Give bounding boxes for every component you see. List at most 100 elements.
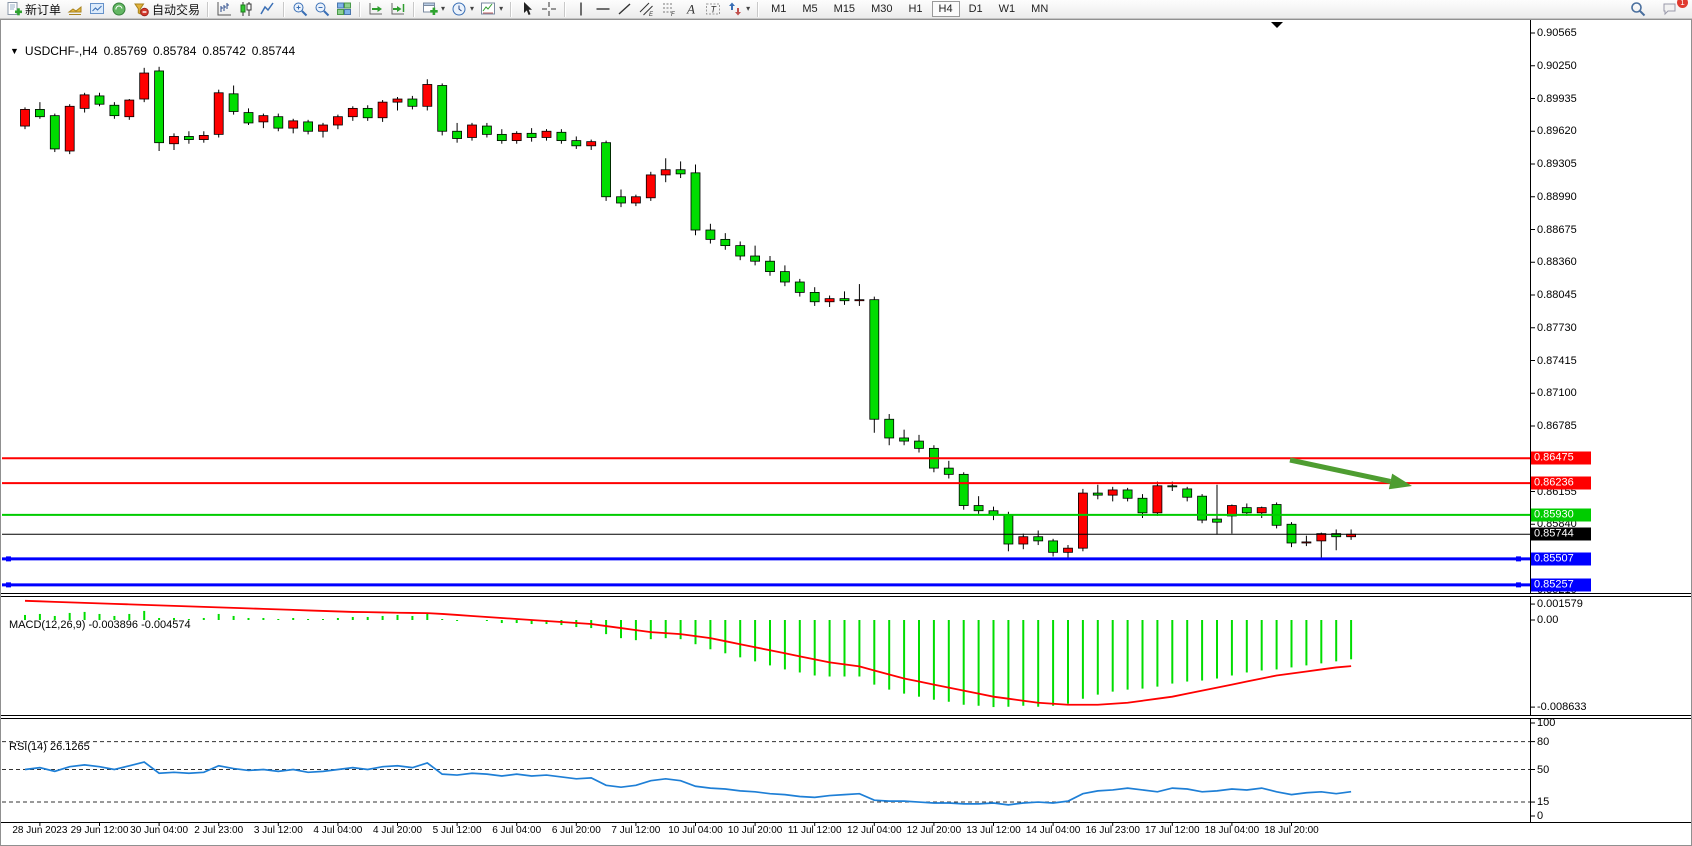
macd-rsi-splitter[interactable]: [1, 716, 1691, 719]
rsi-axis-label: 80: [1537, 735, 1550, 748]
equidistant-channel-icon: E: [639, 1, 655, 17]
chevron-down-icon: ▾: [441, 4, 446, 13]
main-macd-separator-top: [1, 593, 1691, 594]
timeframe-M5[interactable]: M5: [802, 3, 818, 15]
text-button[interactable]: A: [680, 1, 702, 18]
candlestick-chart-button[interactable]: [235, 1, 257, 18]
quote-close: 0.85744: [251, 44, 296, 58]
tile-windows-icon: [336, 1, 352, 17]
macd-indicator-label: MACD(12,26,9) -0.003896 -0.004574: [9, 619, 191, 631]
crosshair-button[interactable]: [538, 1, 560, 18]
time-axis-label: 28 Jun 2023: [12, 825, 68, 836]
main-macd-splitter[interactable]: [1, 594, 1691, 597]
market-watch-button[interactable]: [86, 1, 108, 18]
navigator-button[interactable]: [108, 1, 130, 18]
chart-shift-button[interactable]: [387, 1, 409, 18]
zoom-out-button[interactable]: [311, 1, 333, 18]
zoom-in-button[interactable]: [289, 1, 311, 18]
horizontal-line-button[interactable]: [592, 1, 614, 18]
tile-windows-button[interactable]: [333, 1, 355, 18]
auto-scroll-button[interactable]: [365, 1, 387, 18]
price-tick-label: 0.90565: [1537, 27, 1577, 39]
price-tick-label: 0.88990: [1537, 190, 1577, 203]
timeframe-H4[interactable]: H4: [931, 1, 960, 17]
fibonacci-button[interactable]: F: [658, 1, 680, 18]
vertical-line-icon: [573, 1, 589, 17]
market-watch-icon: [89, 1, 105, 17]
price-badge: 0.85257: [1531, 578, 1591, 592]
price-tick-label: 0.87730: [1537, 321, 1577, 334]
toolbar-separator: [413, 1, 416, 17]
equidistant-channel-button[interactable]: E: [636, 1, 658, 18]
toolbar-separator: [510, 1, 513, 17]
search-button[interactable]: [1627, 1, 1649, 18]
timeframe-D1[interactable]: D1: [968, 3, 983, 15]
svg-text:E: E: [649, 12, 654, 17]
main-macd-separator-bottom: [1, 596, 1691, 597]
new-order-button[interactable]: 新订单: [3, 1, 64, 18]
toolbar-separator: [283, 1, 286, 17]
price-tick-label: 0.89935: [1537, 92, 1577, 105]
rsi-axis-label: 15: [1537, 796, 1550, 809]
timeframe-W1[interactable]: W1: [998, 3, 1016, 15]
time-axis-label: 6 Jul 04:00: [492, 825, 542, 836]
one-click-trading-toggle[interactable]: ▼: [10, 46, 19, 56]
time-axis-label: 14 Jul 04:00: [1025, 825, 1081, 836]
time-axis-label: 17 Jul 12:00: [1145, 825, 1200, 836]
toolbar-separator: [564, 1, 567, 17]
timeframe-MN[interactable]: MN: [1031, 3, 1049, 15]
price-badge: 0.85507: [1531, 552, 1591, 566]
time-axis-label: 13 Jul 12:00: [966, 825, 1021, 836]
timeframe-M1[interactable]: M1: [771, 3, 787, 15]
fibonacci-icon: F: [661, 1, 677, 17]
chart-window[interactable]: ▼ USDCHF-,H4 0.85769 0.85784 0.85742 0.8…: [0, 19, 1692, 846]
new-chart-icon: [422, 1, 438, 17]
time-axis-label: 12 Jul 04:00: [847, 825, 902, 836]
time-axis-label: 6 Jul 20:00: [551, 825, 601, 836]
price-badge: 0.86475: [1531, 451, 1591, 465]
auto-scroll-icon: [368, 1, 384, 17]
chart-title: ▼ USDCHF-,H4 0.85769 0.85784 0.85742 0.8…: [10, 44, 295, 58]
line-chart-button[interactable]: [257, 1, 279, 18]
time-axis-label: 30 Jun 04:00: [130, 825, 189, 836]
charts-profile-icon: [67, 1, 83, 17]
periods-icon: [451, 1, 467, 17]
price-tick-label: 0.89620: [1537, 125, 1577, 138]
macd-axis-label: 0.001579: [1537, 598, 1583, 611]
quote-high: 0.85784: [152, 44, 197, 58]
svg-text:F: F: [671, 12, 675, 17]
price-tick-label: 0.88360: [1537, 256, 1577, 269]
chevron-down-icon: ▾: [746, 4, 751, 13]
horizontal-line-icon: [595, 1, 611, 17]
macd-rsi-separator-bottom: [1, 718, 1691, 719]
macd-axis-label: 0.00: [1537, 614, 1559, 626]
chevron-down-icon: ▾: [499, 4, 504, 13]
svg-text:T: T: [711, 5, 718, 15]
autotrading-button[interactable]: 自动交易: [130, 1, 203, 18]
timeframe-M30[interactable]: M30: [871, 3, 893, 15]
templates-button[interactable]: ▾: [477, 1, 506, 18]
trendline-button[interactable]: [614, 1, 636, 18]
new-chart-button[interactable]: ▾: [419, 1, 448, 18]
time-axis-label: 5 Jul 12:00: [432, 825, 482, 836]
cursor-button[interactable]: [516, 1, 538, 18]
templates-icon: [480, 1, 496, 17]
bar-chart-button[interactable]: [213, 1, 235, 18]
timeframe-M15[interactable]: M15: [833, 3, 856, 15]
timeframe-H1[interactable]: H1: [908, 3, 923, 15]
text-icon: A: [683, 1, 699, 17]
time-axis-label: 16 Jul 23:00: [1085, 825, 1140, 836]
time-axis-label: 10 Jul 20:00: [727, 825, 783, 836]
quote-low: 0.85742: [202, 44, 246, 58]
time-axis-label: 4 Jul 20:00: [373, 825, 422, 836]
charts-profile-button[interactable]: [64, 1, 86, 18]
vertical-line-button[interactable]: [570, 1, 592, 18]
time-axis-label: 18 Jul 04:00: [1204, 825, 1260, 836]
periods-button[interactable]: ▾: [448, 1, 477, 18]
chat-button[interactable]: 1: [1659, 0, 1688, 18]
chart-shift-icon: [390, 1, 406, 17]
arrows-button[interactable]: ▾: [724, 1, 753, 18]
text-label-button[interactable]: T: [702, 1, 724, 18]
time-axis-label: 7 Jul 12:00: [611, 825, 661, 836]
time-axis-label: 10 Jul 04:00: [668, 825, 723, 836]
